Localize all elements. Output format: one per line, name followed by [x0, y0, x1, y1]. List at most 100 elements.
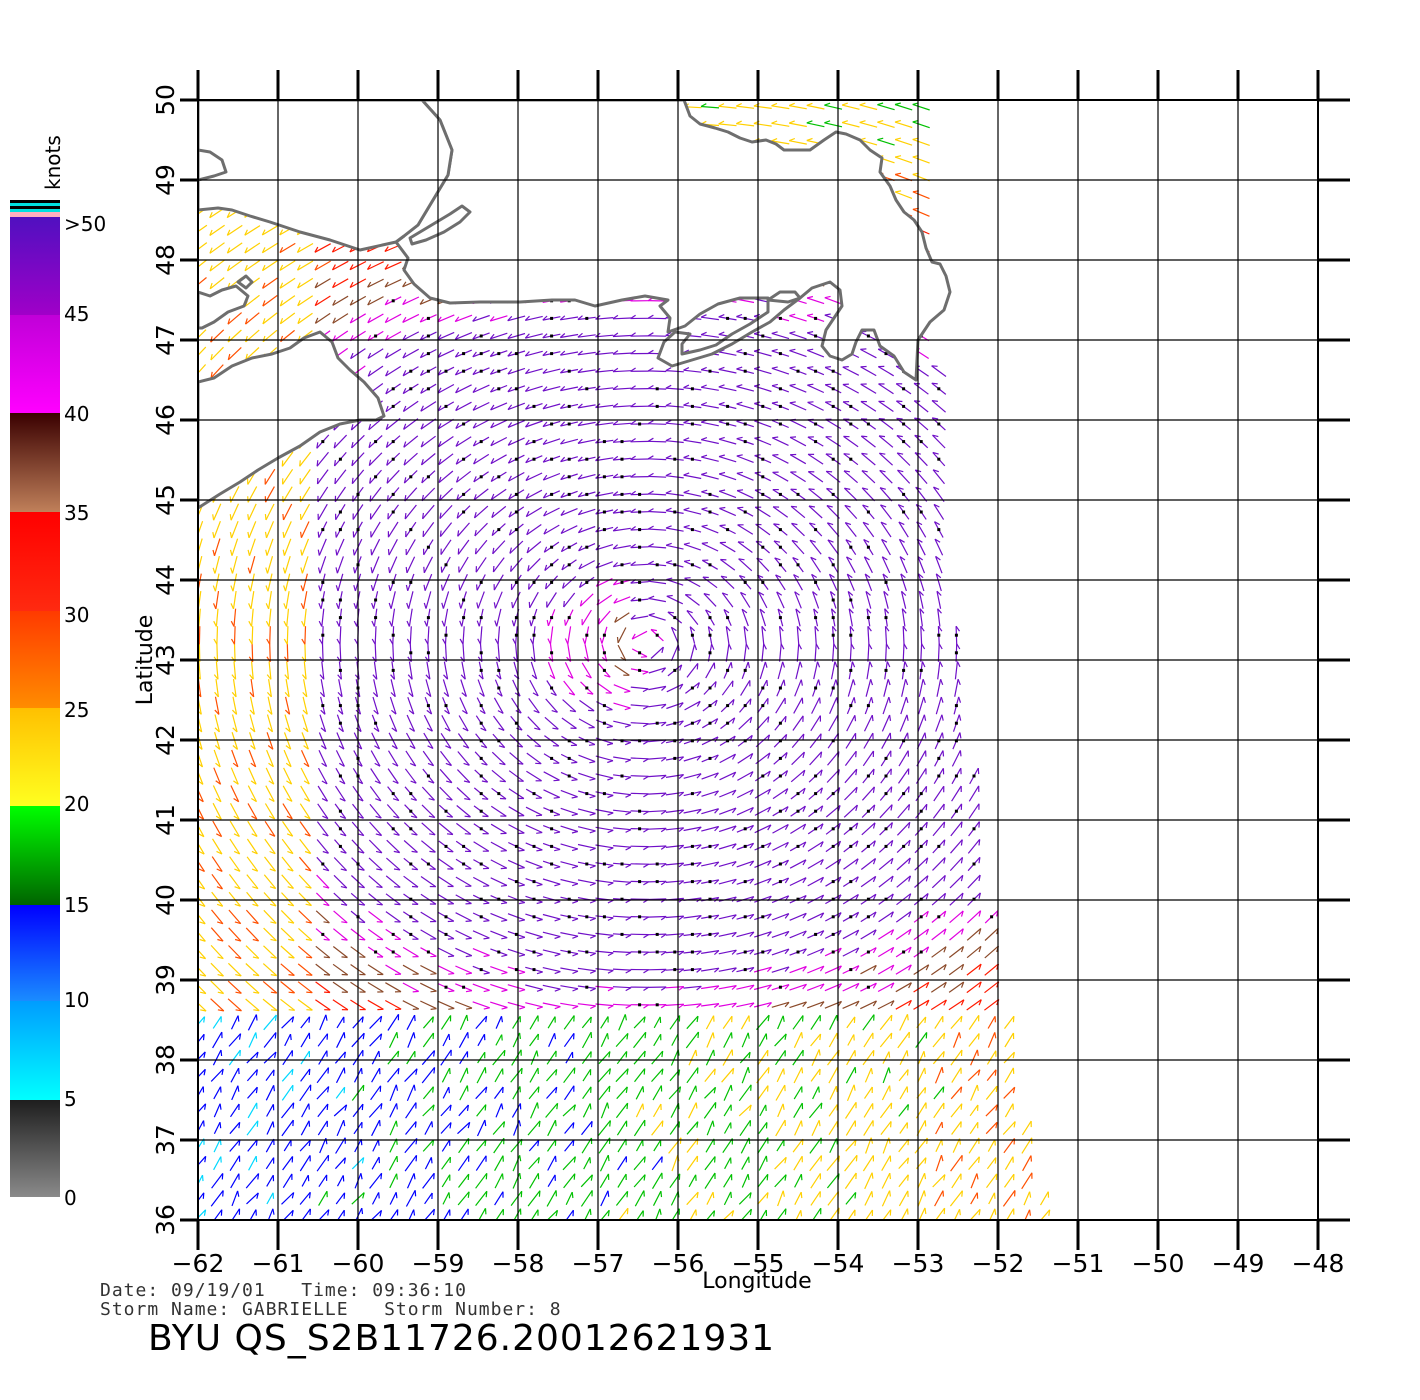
wind-barb [626, 1191, 629, 1198]
wind-barb [665, 472, 672, 477]
wind-vector [865, 591, 872, 609]
wind-vector [648, 528, 667, 531]
wind-vector [334, 1051, 346, 1064]
wind-barb [908, 964, 912, 971]
wind-vector [950, 1086, 963, 1100]
wind-barb [890, 822, 893, 829]
wind-barb [466, 1104, 469, 1111]
rain-flag [814, 369, 818, 373]
wind-barb [403, 459, 407, 466]
wind-vector [510, 1138, 523, 1153]
wind-vector [459, 1014, 468, 1031]
wind-barb [563, 600, 565, 608]
rain-flag [532, 950, 536, 954]
wind-barb [210, 353, 213, 361]
wind-barb [413, 1209, 416, 1216]
wind-barb [500, 867, 507, 870]
wind-vector [265, 785, 275, 802]
rain-flag [655, 633, 659, 637]
rain-flag [532, 633, 536, 637]
wind-vector [579, 593, 594, 607]
wind-barb [643, 1156, 646, 1163]
wind-barb [773, 523, 780, 526]
wind-barb [343, 1051, 346, 1058]
rain-flag [673, 563, 677, 567]
wind-barb [700, 401, 708, 406]
rain-flag [567, 457, 571, 461]
rain-flag [620, 862, 624, 866]
wind-vector [284, 1033, 292, 1047]
wind-vector [812, 1086, 820, 1100]
rain-flag [778, 545, 782, 549]
wind-barb [272, 1121, 275, 1128]
rain-flag [761, 404, 765, 408]
wind-vector [862, 1049, 875, 1066]
rain-flag [321, 440, 325, 444]
rain-flag [743, 668, 747, 672]
rain-flag [391, 633, 395, 637]
wind-barb [355, 727, 362, 733]
wind-barb [385, 441, 389, 448]
wind-barb [339, 815, 346, 820]
wind-vector [683, 826, 702, 832]
wind-vector [265, 1069, 275, 1081]
wind-barb [230, 620, 235, 627]
wind-barb [847, 590, 854, 596]
rain-flag [391, 404, 395, 408]
wind-vector [930, 999, 947, 1011]
wind-vector [577, 967, 596, 972]
wind-vector [860, 348, 877, 359]
wind-barb [485, 1016, 488, 1023]
wind-barb [318, 620, 323, 627]
wind-vector [319, 714, 327, 732]
wind-barb [249, 727, 256, 733]
colorbar-band-45-50 [10, 217, 60, 315]
wind-barb [573, 1156, 576, 1163]
wind-vector [547, 1155, 557, 1171]
rain-flag [796, 792, 800, 796]
wind-barb [862, 504, 869, 508]
wind-barb [526, 547, 530, 554]
wind-barb [462, 727, 469, 732]
rain-flag [814, 616, 818, 620]
wind-vector [494, 1191, 504, 1206]
wind-vector [775, 1084, 786, 1101]
wind-vector [584, 1208, 591, 1220]
wind-barb [507, 369, 513, 375]
wind-barb [247, 531, 250, 539]
wind-barb [718, 366, 725, 370]
wind-vector [248, 1155, 257, 1171]
wind-barb [854, 1139, 857, 1147]
wind-barb [304, 798, 310, 802]
rain-flag [550, 492, 554, 496]
wind-vector [317, 1103, 329, 1118]
wind-barb [357, 833, 364, 837]
wind-vector [282, 503, 293, 521]
wind-vector [1023, 1191, 1031, 1206]
wind-barb [252, 938, 259, 942]
wind-barb [861, 452, 868, 455]
wind-vector [880, 521, 892, 538]
rain-flag [426, 862, 430, 866]
wind-vector [301, 538, 310, 556]
wind-barb [255, 1014, 258, 1021]
wind-barb [256, 1051, 259, 1059]
wind-vector [316, 1086, 330, 1100]
wind-vector [281, 1192, 295, 1205]
wind-barb [748, 1052, 751, 1059]
wind-vector [718, 931, 737, 937]
wind-barb [248, 638, 253, 645]
wind-vector [719, 542, 736, 553]
wind-vector [842, 1000, 860, 1009]
wind-vector [509, 540, 524, 554]
wind-vector [772, 841, 789, 851]
wind-vector [917, 1067, 926, 1083]
rain-flag [866, 915, 870, 919]
wind-barb [696, 932, 702, 938]
wind-barb [489, 369, 495, 375]
wind-barb [519, 989, 526, 992]
wind-barb [449, 1122, 452, 1129]
wind-vector [951, 1067, 962, 1083]
rain-flag [585, 457, 589, 461]
wind-barb [358, 886, 365, 889]
